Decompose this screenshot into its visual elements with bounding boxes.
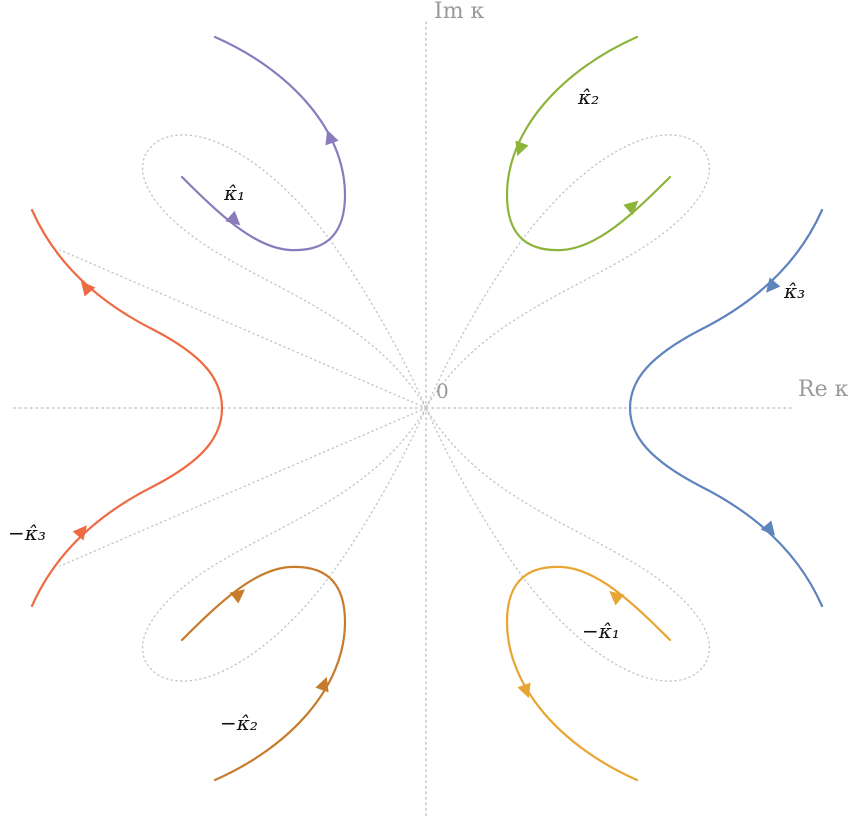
real-axis-label: Re κ (798, 377, 849, 402)
curve-k2 (505, 35, 672, 252)
arrow-mk3-lower (72, 525, 87, 541)
label-mk3: −κ̂₃ (8, 521, 46, 545)
arrow-k2-inner (623, 200, 639, 216)
arrow-k3-lower (760, 520, 775, 536)
arrow-mk2-inner (229, 589, 246, 604)
arrow-k1-outer (325, 129, 339, 146)
arrow-k2-outer (515, 140, 529, 157)
label-mk1: −κ̂₁ (582, 619, 620, 643)
guide-lobe-lower-left (142, 407, 427, 682)
arrow-mk3-upper (81, 281, 96, 297)
curve-k1 (180, 35, 347, 252)
curve-k3 (628, 208, 824, 608)
guide-ray-left-upper (59, 249, 427, 409)
arrow-mk1-outer (517, 682, 531, 699)
label-k2: κ̂₂ (577, 85, 599, 109)
origin-label: 0 (436, 379, 449, 403)
arrow-k3-upper (766, 277, 781, 293)
curve-mk2 (180, 565, 347, 782)
curve-mk3 (30, 208, 224, 608)
guide-lobe-upper-left (142, 134, 427, 409)
label-mk2: −κ̂₂ (220, 711, 258, 735)
arrow-k1-inner (225, 210, 241, 226)
arrow-mk2-outer (315, 676, 329, 693)
curve-mk1 (505, 565, 672, 782)
label-k1: κ̂₁ (223, 181, 245, 205)
arrow-mk1-inner (609, 591, 625, 606)
label-k3: κ̂₃ (783, 279, 805, 303)
guide-ray-left-lower (59, 407, 427, 567)
imaginary-axis-label: Im κ (434, 0, 485, 24)
guide-lobe-lower-right (425, 407, 710, 682)
guide-lobe-upper-right (425, 134, 710, 409)
